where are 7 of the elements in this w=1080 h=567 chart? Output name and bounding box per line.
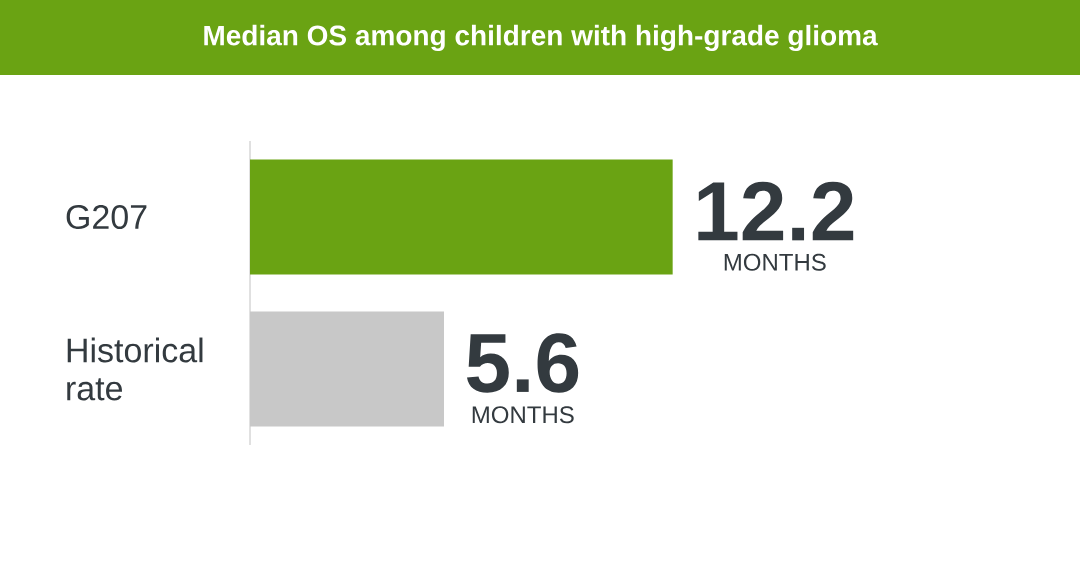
y-tick-label: Historical rate: [67, 337, 203, 401]
annotation: MONTHS: [472, 406, 574, 424]
y-tick-label: G207: [66, 204, 147, 230]
data-label: 5.6: [466, 333, 579, 393]
chart-title: Median OS among children with high-grade glioma: [204, 24, 878, 52]
data-label: 12.2: [698, 181, 854, 241]
text: MONTHS: [724, 253, 826, 271]
